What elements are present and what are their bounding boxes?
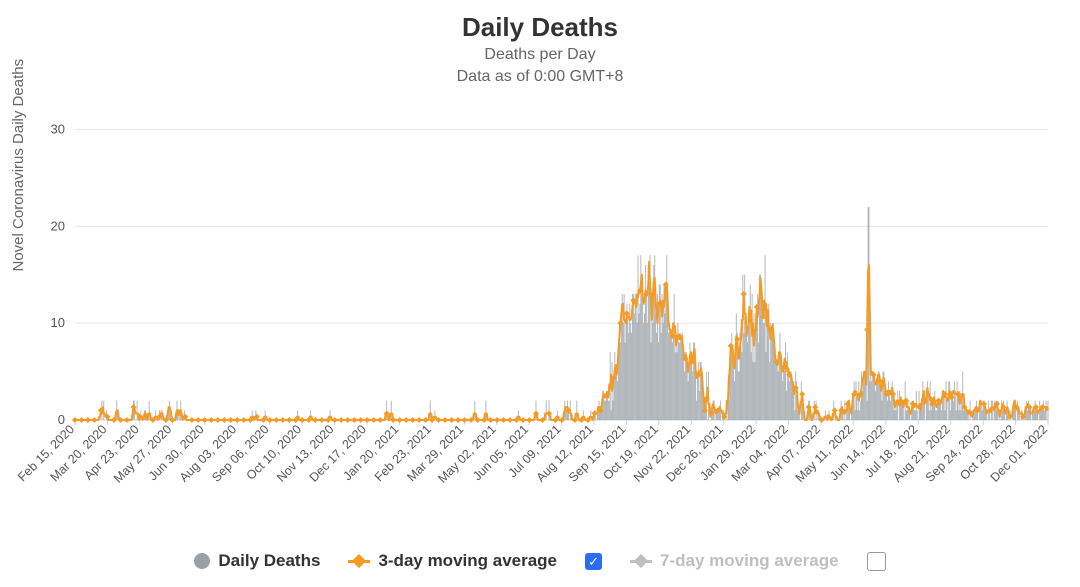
svg-text:30: 30	[51, 121, 65, 136]
legend-item-3day-avg[interactable]: 3-day moving average	[348, 551, 557, 571]
chart-plot: 0102030Feb 15, 2020Mar 20, 2020Apr 23, 2…	[0, 0, 1080, 587]
chart-container: Daily Deaths Deaths per Day Data as of 0…	[0, 0, 1080, 587]
circle-icon	[194, 553, 210, 569]
svg-text:10: 10	[51, 315, 65, 330]
chart-legend: Daily Deaths 3-day moving average ✓ 7-da…	[0, 551, 1080, 571]
legend-label: 7-day moving average	[660, 551, 839, 571]
legend-label: 3-day moving average	[378, 551, 557, 571]
line-marker-icon	[630, 554, 652, 568]
line-marker-icon	[348, 554, 370, 568]
legend-item-7day-avg[interactable]: 7-day moving average	[630, 551, 839, 571]
ma3-line	[75, 262, 1048, 420]
svg-text:20: 20	[51, 218, 65, 233]
legend-item-daily-deaths[interactable]: Daily Deaths	[194, 551, 320, 571]
legend-checkbox-3day[interactable]: ✓	[585, 553, 602, 570]
x-tick-label: Dec 01, 2022	[988, 422, 1051, 485]
legend-checkbox-7day[interactable]	[867, 552, 886, 571]
bars-group	[100, 207, 1049, 420]
legend-label: Daily Deaths	[218, 551, 320, 571]
